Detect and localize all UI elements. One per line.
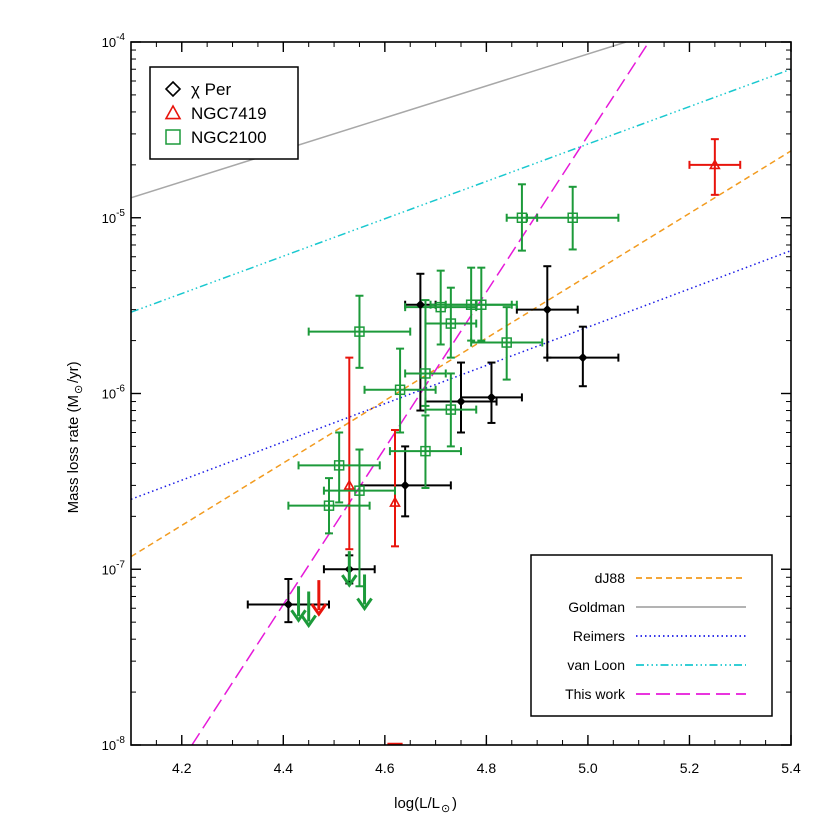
per-point: [283, 599, 294, 610]
ngc2100-point: [354, 326, 365, 337]
ngc2100-point: [445, 318, 457, 329]
goldman-line: [131, 42, 627, 199]
legend-lines: dJ88 Goldman Reimers van Loon This work: [530, 554, 773, 717]
ngc7419-point: [389, 496, 401, 507]
per-point: [400, 480, 410, 491]
ngc2100-point: [435, 301, 446, 313]
ngc2100-point: [516, 212, 528, 223]
ngc2100-point: [501, 337, 512, 348]
triangle-legend-icon: [164, 104, 182, 120]
x-tick-label: 4.2: [172, 760, 192, 776]
ngc2100-point: [420, 368, 431, 379]
svg-text:Mass loss rate (M: Mass loss rate (M: [65, 395, 82, 513]
ngc7419-upper-limit-arrow: [310, 580, 328, 617]
marker-legend-label: NGC2100: [191, 128, 267, 147]
y-tick-label: 10-5: [102, 208, 126, 226]
per-point: [486, 392, 497, 403]
ngc7419-point: [708, 158, 721, 170]
x-tick-label: 5.2: [680, 760, 700, 776]
x-tick-label: 5.0: [578, 760, 598, 776]
per-point: [578, 352, 588, 363]
svg-text:⊙: ⊙: [73, 385, 85, 394]
diamond-legend-icon: [164, 80, 182, 98]
x-tick-label: 4.6: [375, 760, 395, 776]
reimers-line: [131, 249, 791, 501]
y-tick-label: 10-4: [102, 32, 126, 50]
line-legend-label: Goldman: [568, 599, 625, 615]
x-tick-label: 5.4: [781, 760, 801, 776]
model-lines: [131, 42, 791, 745]
ngc2100-point: [465, 299, 477, 310]
ngc2100-point: [323, 500, 335, 511]
y-tick-label: 10-6: [102, 384, 126, 402]
ngc2100-point: [445, 404, 457, 415]
svg-text:/yr): /yr): [65, 361, 82, 383]
x-tick-label: 4.8: [477, 760, 497, 776]
ngc2100-point: [394, 384, 406, 396]
ngc2100-upper-limit-arrow: [290, 586, 307, 623]
y-axis-label: Mass loss rate (M ⊙ /yr): [65, 361, 85, 513]
legend-markers: χ Per NGC7419 NGC2100: [149, 66, 299, 160]
line-legend-label: This work: [565, 686, 626, 702]
per-point: [456, 396, 466, 407]
line-legend-label: dJ88: [595, 570, 626, 586]
svg-text:⊙: ⊙: [441, 803, 450, 815]
ngc2100-point: [333, 460, 345, 471]
marker-legend-label: χ Per: [191, 80, 231, 99]
x-axis-label: log(L/L ⊙ ): [394, 795, 457, 815]
error-bars: [246, 138, 742, 624]
ngc2100-upper-limit-arrow: [300, 591, 317, 629]
line-legend-label: Reimers: [573, 628, 625, 644]
line-legend-label: van Loon: [567, 657, 625, 673]
square-legend-icon: [165, 129, 181, 145]
data-markers: [283, 158, 721, 746]
svg-text:log(L/L: log(L/L: [394, 795, 440, 812]
ngc7419-point: [343, 479, 356, 490]
ngc2100-point: [567, 212, 578, 223]
y-tick-label: 10-8: [102, 735, 126, 753]
per-point: [542, 305, 552, 315]
marker-legend-label: NGC7419: [191, 104, 267, 123]
dj88-line: [131, 150, 791, 558]
y-tick-label: 10-7: [102, 559, 126, 577]
axes: 4.2 4.4 4.6 4.8 5.0 5.2 5.4 10-8 10-7 10-6 10-5 10-…: [102, 32, 801, 776]
ngc2100-point: [420, 445, 431, 457]
x-tick-label: 4.4: [274, 760, 294, 776]
ngc2100-point: [354, 485, 365, 496]
ngc2100-upper-limit-arrow: [341, 551, 358, 588]
ngc2100-point: [476, 299, 487, 310]
per-point: [415, 300, 426, 310]
svg-text:): ): [452, 795, 457, 812]
ngc2100-upper-limit-arrow: [356, 574, 373, 612]
